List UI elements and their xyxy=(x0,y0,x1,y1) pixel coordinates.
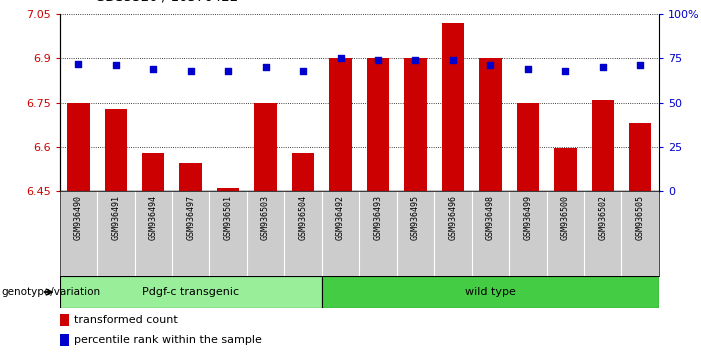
Bar xyxy=(329,58,352,191)
Text: GSM936502: GSM936502 xyxy=(598,195,607,240)
Bar xyxy=(592,100,614,191)
Bar xyxy=(60,276,322,308)
Point xyxy=(522,66,533,72)
Text: GSM936495: GSM936495 xyxy=(411,195,420,240)
Text: GSM936492: GSM936492 xyxy=(336,195,345,240)
Bar xyxy=(442,23,464,191)
Point xyxy=(260,64,271,70)
Bar xyxy=(629,123,651,191)
Bar xyxy=(367,58,389,191)
Point xyxy=(559,68,571,74)
Text: GSM936505: GSM936505 xyxy=(636,195,645,240)
Text: GSM936491: GSM936491 xyxy=(111,195,121,240)
Point xyxy=(410,57,421,63)
Bar xyxy=(554,148,576,191)
Bar xyxy=(142,153,165,191)
Text: GSM936493: GSM936493 xyxy=(374,195,383,240)
Point xyxy=(222,68,233,74)
Point xyxy=(634,63,646,68)
Bar xyxy=(292,153,314,191)
Text: percentile rank within the sample: percentile rank within the sample xyxy=(74,335,262,345)
Point xyxy=(597,64,608,70)
Text: Pdgf-c transgenic: Pdgf-c transgenic xyxy=(142,287,239,297)
Text: genotype/variation: genotype/variation xyxy=(1,287,100,297)
Bar xyxy=(60,334,69,346)
Text: GDS5320 / 10370422: GDS5320 / 10370422 xyxy=(95,0,238,4)
Bar xyxy=(60,314,69,326)
Point xyxy=(372,57,383,63)
Text: GSM936499: GSM936499 xyxy=(524,195,532,240)
Point xyxy=(110,63,121,68)
Text: GSM936498: GSM936498 xyxy=(486,195,495,240)
Point xyxy=(73,61,84,67)
Text: GSM936490: GSM936490 xyxy=(74,195,83,240)
Text: GSM936501: GSM936501 xyxy=(224,195,233,240)
Text: GSM936504: GSM936504 xyxy=(299,195,308,240)
Bar xyxy=(322,276,659,308)
Text: GSM936494: GSM936494 xyxy=(149,195,158,240)
Point xyxy=(447,57,458,63)
Text: GSM936500: GSM936500 xyxy=(561,195,570,240)
Point xyxy=(335,56,346,61)
Point xyxy=(485,63,496,68)
Bar xyxy=(179,163,202,191)
Point xyxy=(148,66,159,72)
Bar xyxy=(104,109,127,191)
Text: transformed count: transformed count xyxy=(74,315,178,325)
Text: wild type: wild type xyxy=(465,287,516,297)
Text: GSM936497: GSM936497 xyxy=(186,195,195,240)
Text: GSM936503: GSM936503 xyxy=(261,195,270,240)
Bar xyxy=(217,188,239,191)
Text: GSM936496: GSM936496 xyxy=(449,195,458,240)
Bar xyxy=(479,58,502,191)
Bar xyxy=(67,103,90,191)
Bar xyxy=(404,58,427,191)
Point xyxy=(297,68,308,74)
Point xyxy=(185,68,196,74)
Bar xyxy=(517,103,539,191)
Bar xyxy=(254,103,277,191)
